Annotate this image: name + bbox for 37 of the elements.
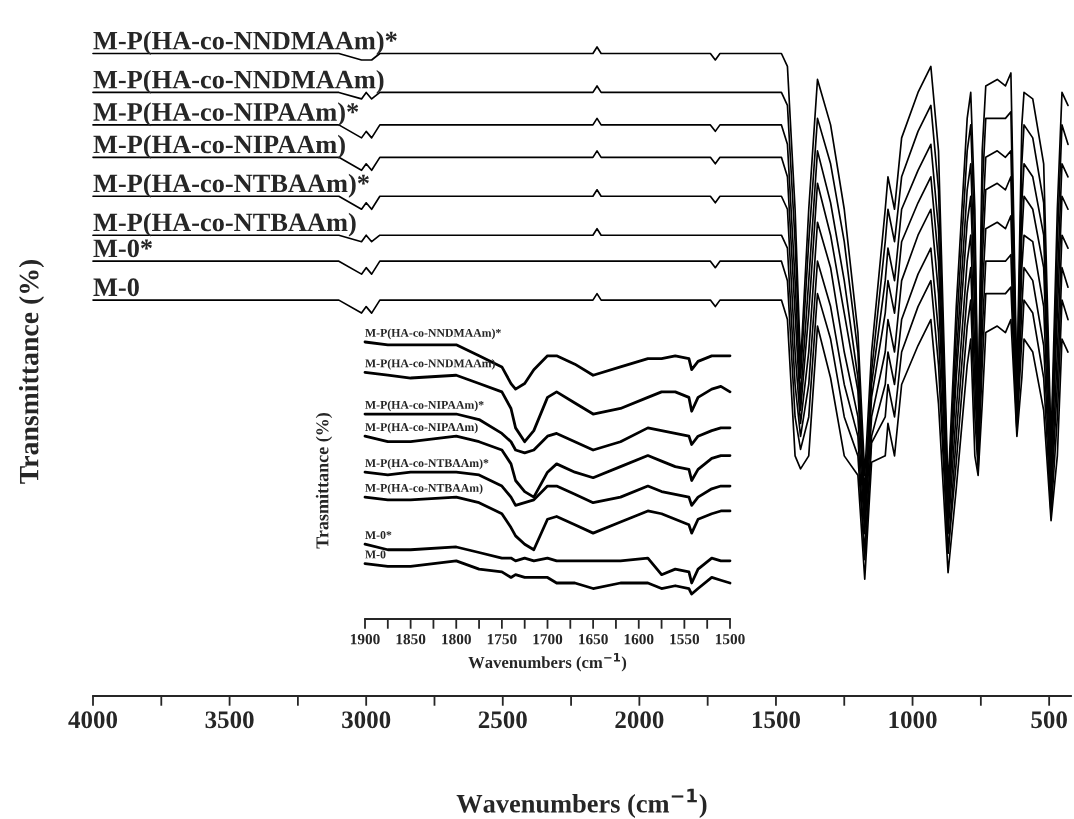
x-tick-label: 3000 (342, 711, 391, 729)
series-label: M-P(HA-co-NIPAAm)* (93, 102, 359, 127)
y-axis-title: Trasmittance (%) (315, 413, 333, 549)
x-axis-title: Wavenumbers (cm$^{−1}$) (456, 788, 707, 818)
x-tick-label: 1550 (670, 634, 700, 645)
series-label: M-0 (365, 550, 386, 559)
series-label: M-0 (93, 278, 139, 297)
x-tick-label: 1500 (715, 634, 745, 645)
series-label: M-P(HA-co-NNDMAAm) (365, 358, 495, 370)
x-tick-label: 1700 (533, 634, 563, 645)
x-tick-label: 1000 (889, 711, 937, 729)
series-label: M-P(HA-co-NTBAAm) (365, 483, 483, 495)
x-tick-label: 1750 (487, 634, 517, 645)
series-label: M-P(HA-co-NNDMAAm)* (93, 30, 397, 55)
x-tick-label: 1800 (442, 634, 471, 645)
series-label: M-P(HA-co-NTBAAm) (93, 212, 356, 237)
series-label: M-0* (93, 239, 152, 258)
series-label: M-P(HA-co-NIPAAm) (365, 422, 478, 434)
x-tick-label: 4000 (68, 711, 118, 729)
x-axis-title: Wavenumbers (cm$^{−1}$) (468, 652, 627, 672)
x-tick-label: 2500 (478, 711, 527, 729)
x-tick-label: 1850 (396, 634, 426, 645)
series-label: M-P(HA-co-NNDMAAm) (93, 69, 384, 94)
x-tick-label: 500 (1031, 711, 1067, 729)
series-label: M-P(HA-co-NTBAAm)* (93, 173, 369, 198)
series-label: M-0* (365, 531, 392, 540)
series-label: M-P(HA-co-NIPAAm) (93, 134, 345, 159)
x-tick-label: 1600 (624, 634, 654, 645)
y-axis-title: Transmittance (%) (18, 259, 45, 484)
x-tick-label: 1650 (579, 634, 608, 645)
x-tick-label: 2000 (615, 711, 664, 729)
series-label: M-P(HA-co-NNDMAAm)* (365, 328, 501, 340)
series-label: M-P(HA-co-NIPAAm)* (365, 400, 484, 412)
x-tick-label: 1500 (752, 711, 801, 729)
series-label: M-P(HA-co-NTBAAm)* (365, 458, 489, 470)
x-tick-label: 1900 (350, 634, 380, 645)
x-tick-label: 3500 (205, 711, 254, 729)
